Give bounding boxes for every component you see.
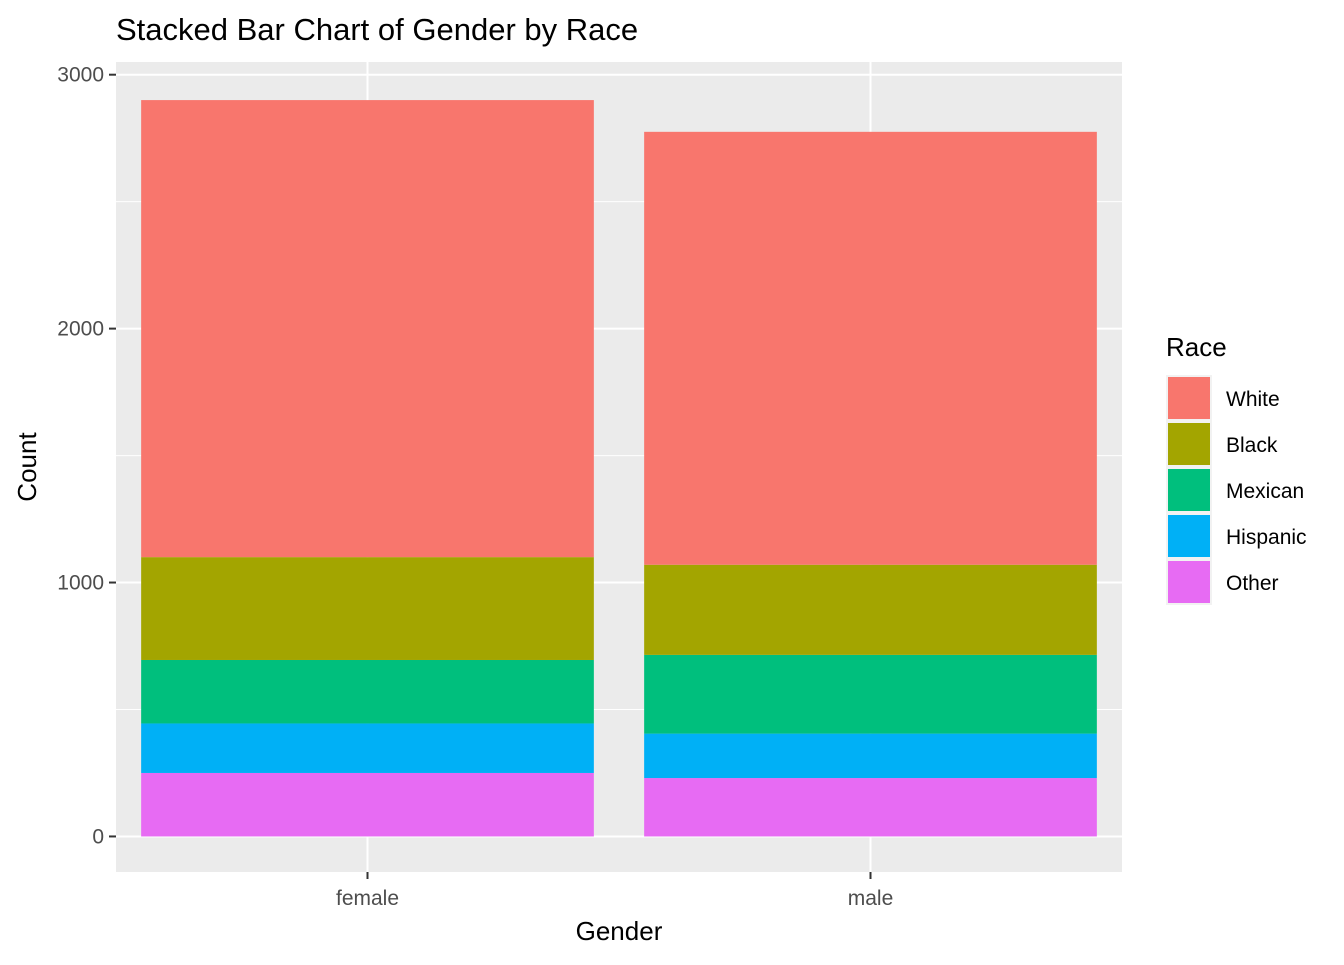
y-tick-label: 3000 (57, 64, 104, 87)
bar-segment-male-hispanic (644, 733, 1097, 779)
bar-segment-male-black (644, 564, 1097, 655)
chart-title: Stacked Bar Chart of Gender by Race (116, 12, 638, 47)
x-axis-title: Gender (576, 916, 663, 946)
legend-label-white: White (1226, 388, 1280, 411)
y-axis: 0 1000 2000 3000 (57, 64, 116, 848)
legend-label-other: Other (1226, 572, 1279, 595)
legend-swatch-white (1168, 377, 1210, 419)
legend-swatch-mexican (1168, 469, 1210, 511)
y-tick-label: 0 (92, 825, 104, 848)
legend-label-mexican: Mexican (1226, 480, 1304, 503)
bar-segment-female-white (141, 100, 594, 558)
bar-segment-male-mexican (644, 654, 1097, 734)
y-tick-label: 1000 (57, 572, 104, 595)
bar-segment-female-other (141, 772, 594, 837)
legend-swatch-black (1168, 423, 1210, 465)
bar-segment-female-hispanic (141, 723, 594, 773)
x-tick-label: male (848, 887, 894, 910)
bar-segment-female-mexican (141, 659, 594, 724)
x-axis: female male (336, 872, 893, 910)
legend-title: Race (1166, 332, 1227, 362)
y-axis-title: Count (12, 432, 42, 502)
bar-segment-male-other (644, 778, 1097, 837)
legend-label-hispanic: Hispanic (1226, 526, 1307, 549)
legend-swatch-other (1168, 561, 1210, 603)
bar-segment-male-white (644, 131, 1097, 565)
x-tick-label: female (336, 887, 399, 910)
y-tick-label: 2000 (57, 318, 104, 341)
bar-segment-female-black (141, 557, 594, 660)
bars (141, 100, 1097, 837)
legend: Race White Black Mexican Hispanic Other (1166, 332, 1307, 605)
legend-swatch-hispanic (1168, 515, 1210, 557)
legend-label-black: Black (1226, 434, 1278, 457)
legend-items: White Black Mexican Hispanic Other (1166, 375, 1307, 605)
